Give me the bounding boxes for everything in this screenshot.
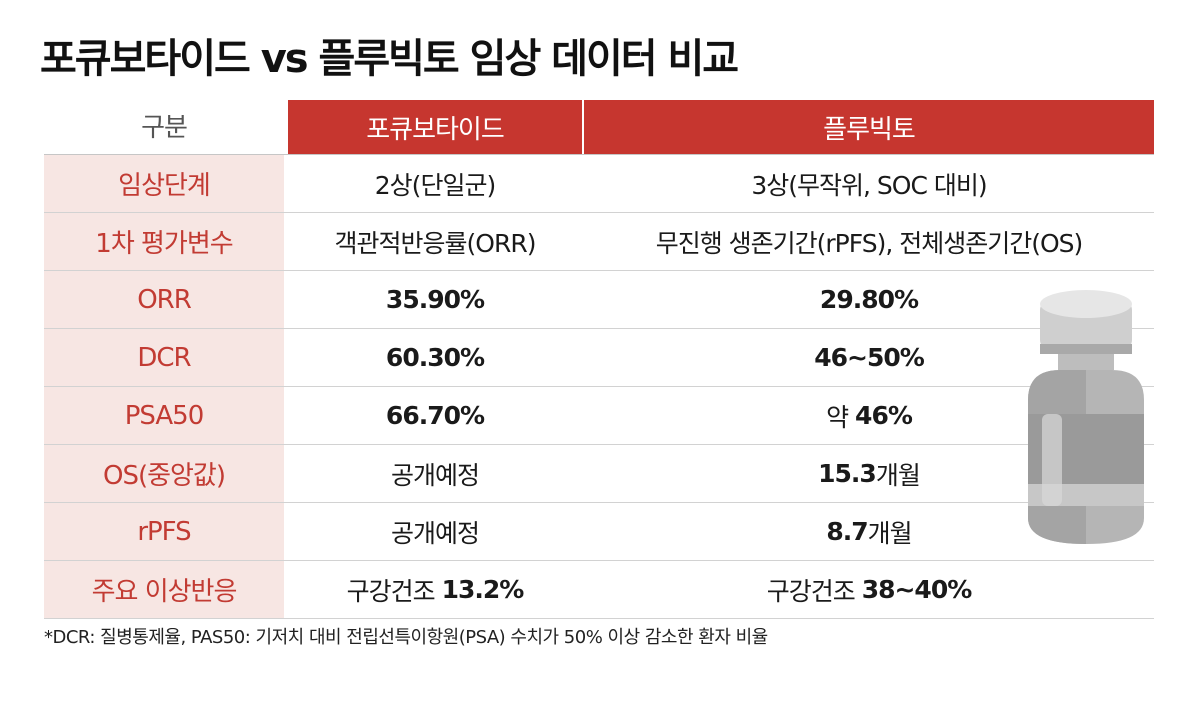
value-prefix: 약 [826, 402, 856, 432]
vial-highlight [1042, 414, 1062, 506]
header-category: 구분 [141, 112, 188, 143]
pocuvotide-value: 2상(단일군) [288, 155, 582, 212]
pluvicto-value: 29.80% [584, 271, 1154, 328]
table-row: 1차 평가변수 객관적반응률(ORR) 무진행 생존기간(rPFS), 전체생존… [44, 213, 1154, 271]
value-text: 공개예정 [390, 518, 480, 548]
vial-cap-top [1040, 290, 1132, 318]
value-prefix: 구강건조 [346, 576, 442, 606]
value-number: 38~40% [861, 575, 973, 604]
value-number: 15.3 [818, 459, 877, 488]
row-label: PSA50 [44, 387, 284, 444]
pocuvotide-value: 구강건조 13.2% [288, 561, 582, 618]
value-text: 객관적반응률(ORR) [334, 228, 537, 258]
table-row: 임상단계 2상(단일군) 3상(무작위, SOC 대비) [44, 155, 1154, 213]
vial-cap-rim [1040, 344, 1132, 354]
pluvicto-value: 무진행 생존기간(rPFS), 전체생존기간(OS) [584, 213, 1154, 270]
value-number: 60.30% [385, 343, 485, 372]
row-label: ORR [44, 271, 284, 328]
row-label: 1차 평가변수 [44, 213, 284, 270]
row-label: rPFS [44, 503, 284, 560]
table-row: DCR 60.30% 46~50% [44, 329, 1154, 387]
row-label: 주요 이상반응 [44, 561, 284, 618]
footnote: *DCR: 질병통제율, PAS50: 기저치 대비 전립선특이항원(PSA) … [44, 627, 768, 648]
value-unit: 개월 [867, 518, 913, 548]
value-number: 35.90% [385, 285, 485, 314]
row-label: DCR [44, 329, 284, 386]
row-label: OS(중앙값) [44, 445, 284, 502]
pluvicto-value: 46~50% [584, 329, 1154, 386]
value-text: 2상(단일군) [374, 170, 496, 200]
value-number: 29.80% [819, 285, 919, 314]
table-header-row: 구분 포큐보타이드 플루빅토 [44, 96, 1154, 155]
value-unit: 개월 [875, 460, 921, 490]
value-number: 46~50% [814, 343, 925, 372]
value-text: 무진행 생존기간(rPFS), 전체생존기간(OS) [655, 228, 1084, 258]
pluvicto-value: 15.3 개월 [584, 445, 1154, 502]
pocuvotide-value: 66.70% [288, 387, 582, 444]
pocuvotide-value: 공개예정 [288, 503, 582, 560]
pluvicto-value: 8.7 개월 [584, 503, 1154, 560]
pocuvotide-value: 공개예정 [288, 445, 582, 502]
value-number: 8.7 [826, 517, 868, 546]
value-text: 3상(무작위, SOC 대비) [751, 170, 987, 200]
value-prefix: 구강건조 [766, 576, 862, 606]
pocuvotide-value: 60.30% [288, 329, 582, 386]
value-text: 공개예정 [390, 460, 480, 490]
table-row: ORR 35.90% 29.80% [44, 271, 1154, 329]
header-pluvicto: 플루빅토 [584, 100, 1154, 154]
pocuvotide-value: 35.90% [288, 271, 582, 328]
comparison-table: 구분 포큐보타이드 플루빅토 임상단계 2상(단일군) 3상(무작위, SOC … [44, 96, 1154, 619]
page-title: 포큐보타이드 vs 플루빅토 임상 데이터 비교 [40, 36, 739, 82]
table-row: rPFS 공개예정 8.7 개월 [44, 503, 1154, 561]
value-number: 46% [855, 401, 913, 430]
pluvicto-value: 3상(무작위, SOC 대비) [584, 155, 1154, 212]
header-pocuvotide: 포큐보타이드 [288, 100, 582, 154]
vial-illustration [1028, 290, 1144, 544]
table-row: OS(중앙값) 공개예정 15.3 개월 [44, 445, 1154, 503]
pluvicto-value: 구강건조 38~40% [584, 561, 1154, 618]
pluvicto-value: 약 46% [584, 387, 1154, 444]
value-number: 13.2% [441, 575, 525, 604]
table-row: PSA50 66.70% 약 46% [44, 387, 1154, 445]
row-label: 임상단계 [44, 155, 284, 212]
pocuvotide-value: 객관적반응률(ORR) [288, 213, 582, 270]
value-number: 66.70% [385, 401, 485, 430]
vial-neck [1058, 354, 1114, 370]
table-row: 주요 이상반응 구강건조 13.2% 구강건조 38~40% [44, 561, 1154, 619]
